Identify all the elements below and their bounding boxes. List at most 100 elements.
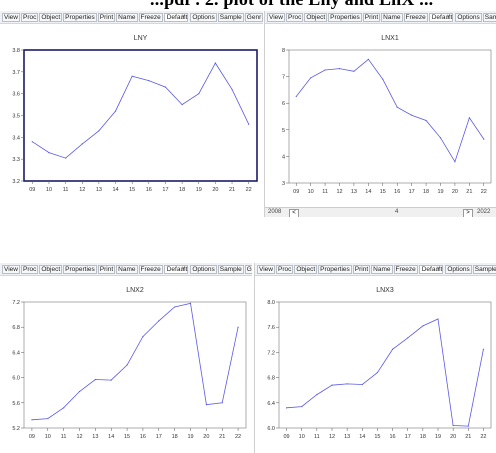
toolbar-button-properties[interactable]: Properties [318,264,352,274]
x-tick-label: 14 [359,434,365,440]
toolbar-button-proc[interactable]: Proc [20,12,39,22]
toolbar-button-freeze[interactable]: Freeze [138,264,163,274]
toolbar-button-freeze[interactable]: Freeze [403,12,428,22]
x-tick-label: 13 [92,434,98,440]
x-tick-label: 15 [380,189,386,195]
y-tick-label: 6 [282,101,285,107]
toolbar-button-object[interactable]: Object [304,12,328,22]
data-point [361,383,363,386]
toolbar-button-proc[interactable]: Proc [275,264,294,274]
scroll-left-button[interactable]: < [289,209,299,217]
data-point [48,152,50,154]
chart-lny: LNY 3.2 3.3 3.4 3.5 3.6 3.7 3.8 09 10 11 12 13 14 15 16… [12,35,258,193]
x-tick-label: 20 [452,189,458,195]
toolbar-button-options[interactable]: Options [445,264,472,274]
data-point [411,114,413,116]
page-heading-text: ...pdf . 2. plot of the Lny and LnX ... [150,0,433,10]
data-point [174,306,176,308]
sample-status-bar[interactable]: 2008 < 4 > 2022 [265,207,496,217]
graph-type-dropdown[interactable]: Default [163,12,189,22]
toolbar-button-proc[interactable]: Proc [20,264,39,274]
toolbar-button-sample[interactable]: Sample [472,264,496,274]
data-point [439,137,442,139]
x-tick-label: 14 [365,189,371,195]
toolbar-button-view[interactable]: View [267,12,285,22]
y-tick-label: 4 [282,154,285,160]
toolbar-button-print[interactable]: Print [97,264,116,274]
graph-toolbar: View Proc Object Properties Print Name Freeze D… [0,11,263,24]
x-tick-label: 20 [203,434,209,440]
x-tick-label: 15 [374,434,380,440]
graph-type-dropdown[interactable]: Default [163,264,189,274]
toolbar-button-options[interactable]: Options [455,12,482,22]
data-point [295,95,297,98]
data-point [114,110,117,112]
toolbar-button-freeze[interactable]: Freeze [138,12,163,22]
toolbar-button-print[interactable]: Print [362,12,381,22]
graph-window-lnx3[interactable]: View Proc Object Properties Print Name Freeze D… [254,263,496,453]
toolbar-button-freeze[interactable]: Freeze [393,264,418,274]
toolbar-button-name[interactable]: Name [116,12,138,22]
y-tick-label: 6.8 [12,325,20,331]
toolbar-button-print[interactable]: Print [352,264,371,274]
graph-toolbar: View Proc Object Properties Print Name Freeze D… [265,11,496,24]
data-point [189,302,192,304]
toolbar-button-genr[interactable]: Genr [244,12,263,22]
graph-window-lnx2[interactable]: View Proc Object Properties Print Name Freeze D… [0,263,252,453]
y-tick-label: 7 [282,75,285,81]
toolbar-button-proc[interactable]: Proc [285,12,304,22]
toolbar-button-view[interactable]: View [257,264,275,274]
data-point [78,390,81,393]
toolbar-button-sample[interactable]: Sample [217,264,244,274]
data-point [396,106,398,108]
data-point [231,88,233,90]
plot-frame [23,301,247,429]
toolbar-button-view[interactable]: View [2,264,20,274]
x-tick-label: 18 [423,189,429,195]
graph-window-lnx1[interactable]: View Proc Object Properties Print Name Freeze D… [264,11,496,217]
y-tick-label: 3.5 [12,114,20,120]
data-point [331,384,333,386]
toolbar-button-sample[interactable]: Sample [217,12,244,22]
x-tick-label: 19 [196,187,202,193]
toolbar-button-print[interactable]: Print [97,12,116,22]
toolbar-button-object[interactable]: Object [294,264,318,274]
x-tick-label: 19 [187,434,193,440]
chart-title: LNX2 [126,287,144,294]
series-line [286,318,484,427]
x-tick-label: 16 [146,187,152,193]
toolbar-button-name[interactable]: Name [371,264,393,274]
toolbar-button-options[interactable]: Options [190,12,217,22]
x-tick-label: 15 [124,434,130,440]
y-tick-label: 3.6 [12,92,20,98]
scroll-right-button[interactable]: > [463,209,473,217]
toolbar-button-object[interactable]: Object [39,12,63,22]
toolbar-button-properties[interactable]: Properties [63,264,97,274]
y-tick-label: 3 [282,181,285,187]
toolbar-button-view[interactable]: View [2,12,20,22]
y-tick-label: 3.7 [12,70,20,76]
x-tick-label: 20 [212,187,218,193]
toolbar-button-sample[interactable]: Sample [482,12,496,22]
data-point [237,326,239,328]
toolbar-button-name[interactable]: Name [381,12,403,22]
toolbar-button-properties[interactable]: Properties [63,12,97,22]
graph-type-dropdown[interactable]: Default [418,264,444,274]
data-point [131,75,133,77]
y-tick-label: 3.3 [12,157,20,163]
x-tick-label: 11 [63,187,69,193]
data-point [338,68,341,70]
toolbar-button-properties[interactable]: Properties [328,12,362,22]
x-tick-label: 17 [409,189,415,195]
toolbar-button-genr[interactable]: Genr [244,264,252,274]
graph-type-dropdown[interactable]: Default [428,12,454,22]
toolbar-button-options[interactable]: Options [190,264,217,274]
status-middle: 4 [395,209,399,215]
x-tick-label: 18 [179,187,185,193]
x-tick-label: 22 [481,189,487,195]
toolbar-button-name[interactable]: Name [116,264,138,274]
graph-window-lny[interactable]: View Proc Object Properties Print Name Freeze D… [0,11,263,206]
toolbar-button-object[interactable]: Object [39,264,63,274]
x-tick-label: 12 [79,187,85,193]
chart-title: LNX3 [376,287,394,294]
